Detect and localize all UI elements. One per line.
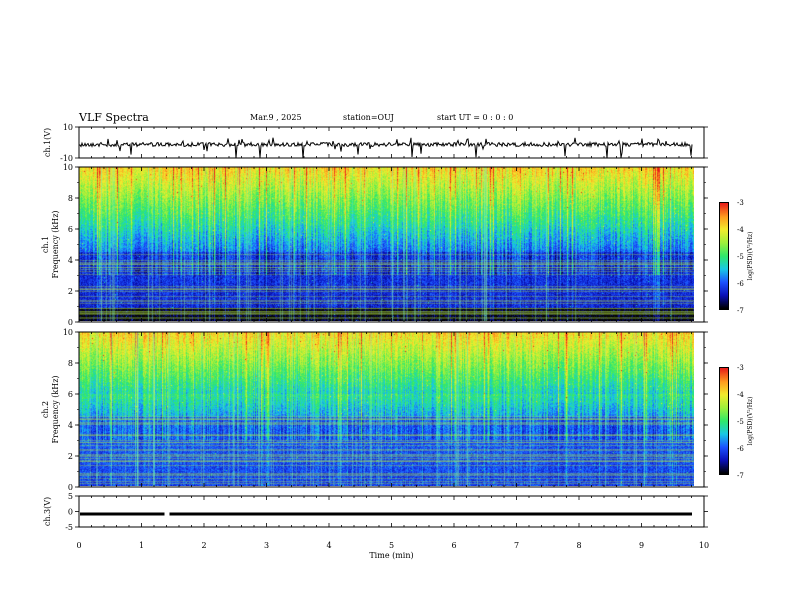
colorbar-tick-label-ch1-spectrogram: -4 <box>737 226 744 234</box>
y-tick-label-ch2-spectrogram: 2 <box>68 452 73 461</box>
channel-label-ch2-spectrogram: ch.2 <box>41 401 50 418</box>
y-axis-label-ch1-waveform: ch.1(V) <box>43 128 52 157</box>
x-tick-label: 1 <box>139 541 144 550</box>
colorbar-tick-label-ch2-spectrogram: -6 <box>737 445 744 453</box>
colorbar-tick-label-ch2-spectrogram: -3 <box>737 364 744 372</box>
y-tick-label-ch3-waveform: 0 <box>68 508 73 517</box>
x-tick-label: 8 <box>576 541 581 550</box>
y-tick-label-ch2-spectrogram: 6 <box>68 390 73 399</box>
y-tick-label-ch1-spectrogram: 6 <box>68 225 73 234</box>
x-tick-label: 3 <box>264 541 269 550</box>
y-axis-label-ch2-spectrogram: Frequency (kHz) <box>51 375 60 443</box>
panel-frame-ch1-waveform <box>78 126 705 159</box>
ch1-waveform-trace <box>79 137 693 159</box>
x-tick-label: 6 <box>451 541 456 550</box>
colorbar-label-ch2-spectrogram: log(PSD)(V²/Hz) <box>747 397 754 446</box>
y-axis-label-ch3-waveform: ch.3(V) <box>43 497 52 526</box>
y-tick-label-ch1-spectrogram: 4 <box>68 256 73 265</box>
y-tick-label-ch2-spectrogram: 10 <box>63 328 73 337</box>
x-tick-label: 0 <box>76 541 81 550</box>
x-tick-label: 7 <box>514 541 519 550</box>
channel-label-ch1-spectrogram: ch.1 <box>41 236 50 253</box>
y-tick-label-ch1-spectrogram: 2 <box>68 287 73 296</box>
start-time-label: start UT = 0 : 0 : 0 <box>437 113 514 122</box>
ch1-colorbar <box>719 202 729 310</box>
y-tick-label-ch3-waveform: -5 <box>65 523 73 532</box>
y-tick-label-ch3-waveform: 5 <box>68 492 73 501</box>
x-axis-title: Time (min) <box>369 551 413 560</box>
y-tick-label-ch2-spectrogram: 8 <box>68 359 73 368</box>
panel-frame-ch2-spectrogram <box>78 331 705 488</box>
figure-title: VLF Spectra <box>79 111 149 124</box>
y-tick-label-ch2-spectrogram: 0 <box>68 483 73 492</box>
ch1-spectrogram-image <box>79 167 694 321</box>
colorbar-tick-label-ch2-spectrogram: -7 <box>737 472 744 480</box>
y-tick-label-ch1-waveform: -10 <box>60 154 73 163</box>
y-tick-label-ch1-spectrogram: 10 <box>63 163 73 172</box>
y-tick-label-ch1-spectrogram: 8 <box>68 194 73 203</box>
station-label: station=OUJ <box>343 113 394 122</box>
x-tick-label: 5 <box>389 541 394 550</box>
colorbar-tick-label-ch1-spectrogram: -3 <box>737 199 744 207</box>
x-tick-label: 2 <box>201 541 206 550</box>
date-label: Mar.9 , 2025 <box>250 113 302 122</box>
x-tick-label: 10 <box>699 541 709 550</box>
colorbar-label-ch1-spectrogram: log(PSD)(V²/Hz) <box>747 232 754 281</box>
x-tick-label: 9 <box>639 541 644 550</box>
y-tick-label-ch2-spectrogram: 4 <box>68 421 73 430</box>
y-tick-label-ch1-spectrogram: 0 <box>68 318 73 327</box>
y-tick-label-ch1-waveform: 10 <box>63 123 73 132</box>
colorbar-tick-label-ch2-spectrogram: -4 <box>737 391 744 399</box>
ch2-colorbar <box>719 367 729 475</box>
colorbar-tick-label-ch1-spectrogram: -6 <box>737 280 744 288</box>
panel-frame-ch1-spectrogram <box>78 166 705 323</box>
x-tick-label: 4 <box>326 541 331 550</box>
colorbar-tick-label-ch1-spectrogram: -5 <box>737 253 744 261</box>
ch2-spectrogram-image <box>79 332 694 486</box>
panel-frame-ch3-waveform <box>78 495 705 528</box>
colorbar-tick-label-ch1-spectrogram: -7 <box>737 307 744 315</box>
y-axis-label-ch1-spectrogram: Frequency (kHz) <box>51 210 60 278</box>
colorbar-tick-label-ch2-spectrogram: -5 <box>737 418 744 426</box>
